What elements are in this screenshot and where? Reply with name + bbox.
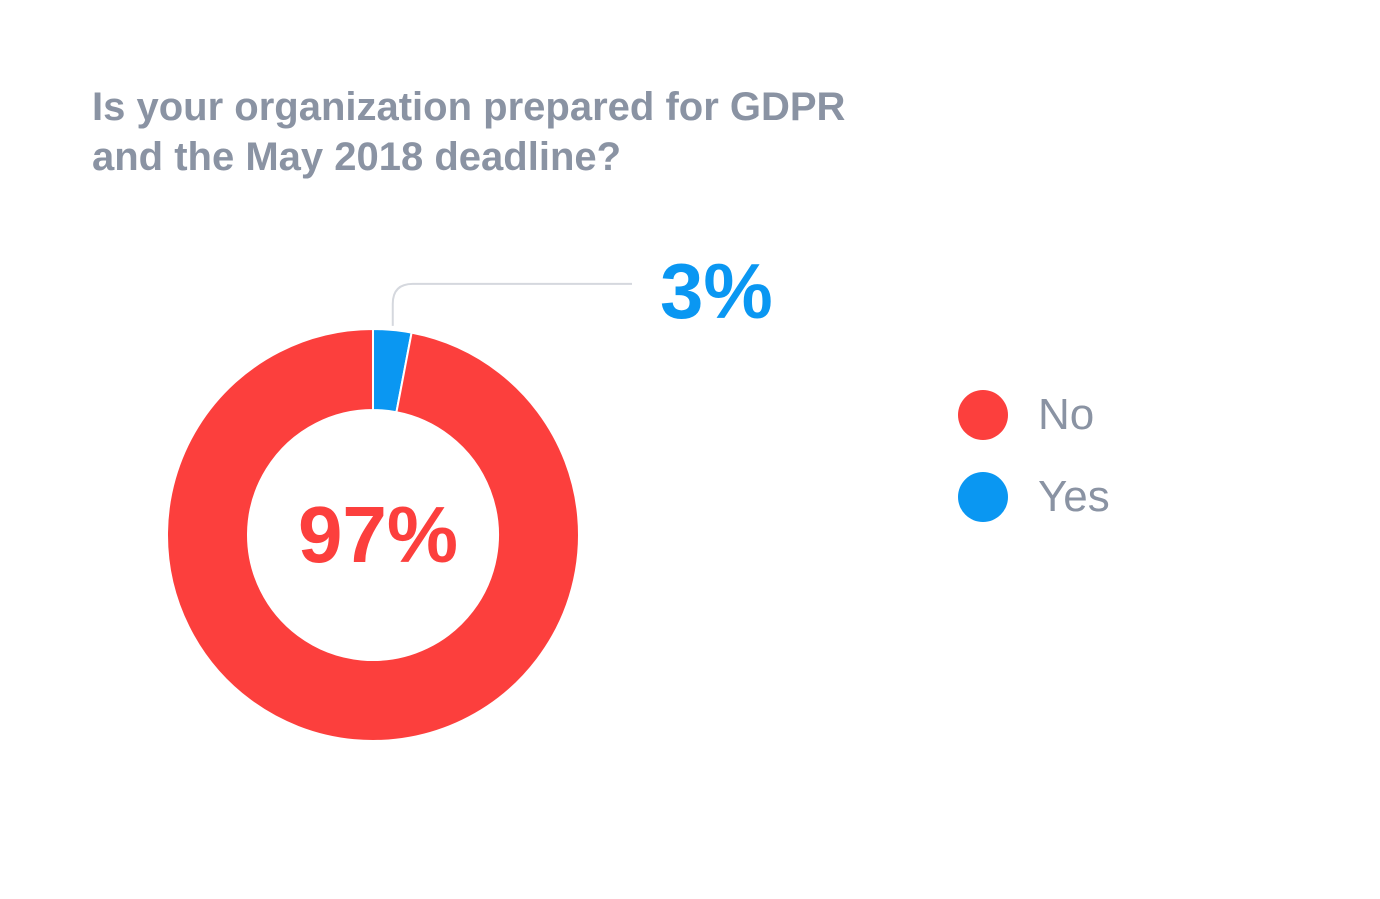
legend-label-yes: Yes (1038, 472, 1110, 521)
donut-slices (166, 327, 580, 742)
legend-label-no: No (1038, 390, 1095, 439)
yes-leader-line (391, 282, 632, 326)
yes-slice-label: 3% (660, 247, 773, 335)
chart-title: Is your organization prepared for GDPR a… (92, 82, 845, 182)
donut-slice-no (166, 327, 580, 742)
legend-swatch-yes (958, 472, 1008, 522)
chart-title-line-2: and the May 2018 deadline? (92, 135, 622, 179)
chart-title-line-1: Is your organization prepared for GDPR (92, 85, 846, 129)
legend: No Yes (958, 388, 1110, 552)
legend-swatch-no (958, 390, 1008, 440)
legend-item-no: No (958, 388, 1110, 442)
no-slice-label: 97% (298, 490, 458, 579)
legend-item-yes: Yes (958, 470, 1110, 524)
